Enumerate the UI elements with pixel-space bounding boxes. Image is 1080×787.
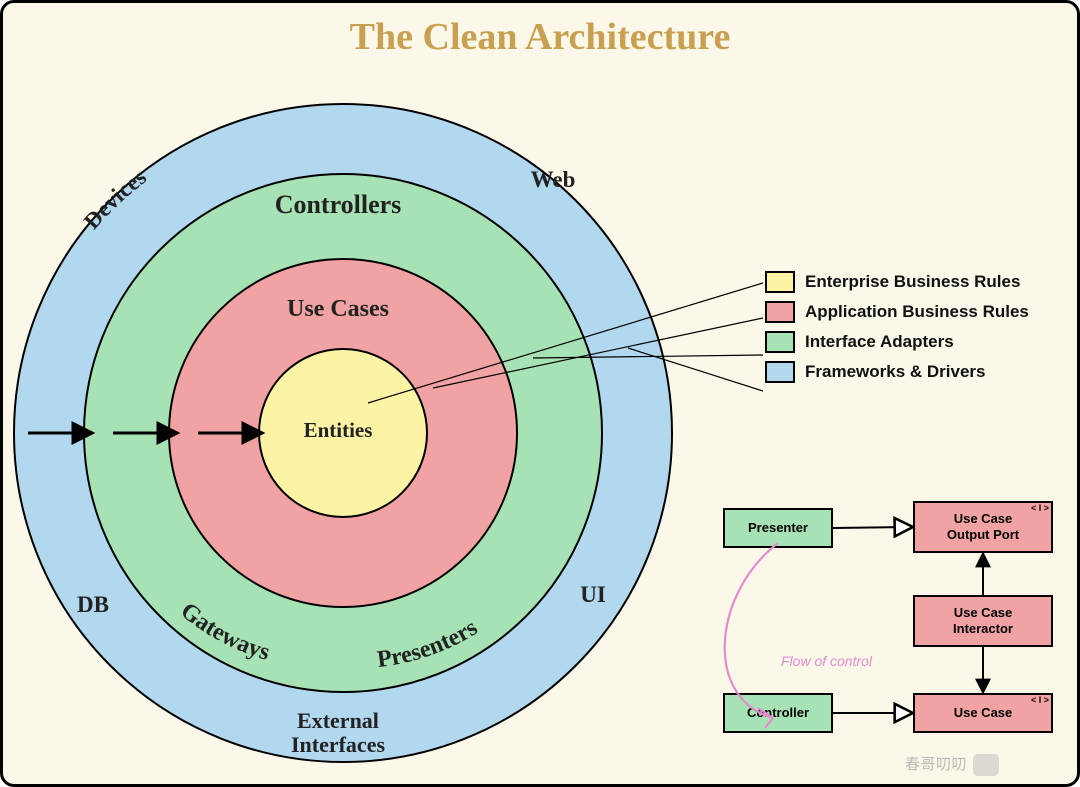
label-usecases: Use Cases bbox=[188, 296, 488, 323]
label-external: ExternalInterfaces bbox=[188, 709, 488, 757]
diagram-frame: The Clean Architecture Entities Use Case… bbox=[0, 0, 1080, 787]
legend-row: Application Business Rules bbox=[765, 301, 1029, 323]
diagram-title: The Clean Architecture bbox=[3, 15, 1077, 59]
watermark-text: 春哥叨叨 bbox=[905, 753, 967, 774]
legend-label: Frameworks & Drivers bbox=[805, 362, 985, 382]
legend-swatch bbox=[765, 361, 795, 383]
legend-label: Interface Adapters bbox=[805, 332, 954, 352]
legend-swatch bbox=[765, 331, 795, 353]
legend-swatch bbox=[765, 271, 795, 293]
legend-row: Frameworks & Drivers bbox=[765, 361, 1029, 383]
flow-box-interactor: Use CaseInteractor bbox=[913, 595, 1053, 647]
label-web: Web bbox=[403, 167, 703, 193]
flow-of-control-label: Flow of control bbox=[781, 653, 872, 669]
flow-box-output-port: Use CaseOutput Port bbox=[913, 501, 1053, 553]
legend-row: Interface Adapters bbox=[765, 331, 1029, 353]
watermark-icon bbox=[973, 754, 999, 776]
label-ui: UI bbox=[443, 582, 743, 608]
legend-label: Application Business Rules bbox=[805, 302, 1029, 322]
flow-box-input-port: Use Case bbox=[913, 693, 1053, 733]
legend-swatch bbox=[765, 301, 795, 323]
flow-box-controller: Controller bbox=[723, 693, 833, 733]
label-controllers: Controllers bbox=[188, 190, 488, 220]
legend: Enterprise Business Rules Application Bus… bbox=[765, 271, 1029, 391]
label-entities: Entities bbox=[188, 418, 488, 443]
label-db: DB bbox=[0, 592, 243, 618]
legend-row: Enterprise Business Rules bbox=[765, 271, 1029, 293]
legend-label: Enterprise Business Rules bbox=[805, 272, 1020, 292]
flow-box-presenter: Presenter bbox=[723, 508, 833, 548]
